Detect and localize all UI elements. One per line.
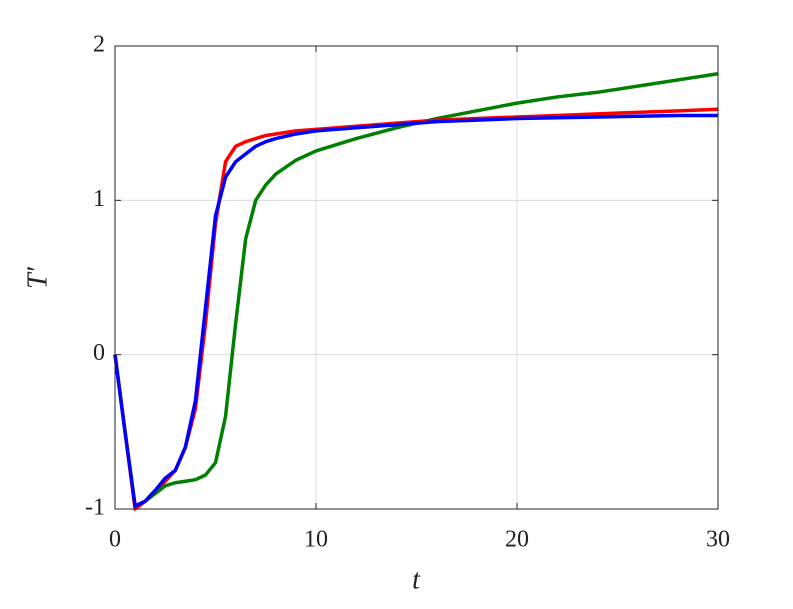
x-tick-label: 0 <box>109 527 121 553</box>
y-tick-label: 1 <box>93 186 105 212</box>
plot-frame <box>114 45 719 510</box>
data-line <box>113 113 718 508</box>
y-tick-label: -1 <box>85 495 105 521</box>
y-tick-label: 0 <box>93 340 105 366</box>
x-tick-label: 30 <box>706 527 730 553</box>
x-tick-label: 20 <box>505 527 529 553</box>
y-tick-label: 2 <box>93 32 105 58</box>
y-axis-label: T′ <box>22 266 53 289</box>
data-line <box>113 72 719 508</box>
x-tick-label: 10 <box>304 527 328 553</box>
x-axis-label: t <box>412 564 421 595</box>
